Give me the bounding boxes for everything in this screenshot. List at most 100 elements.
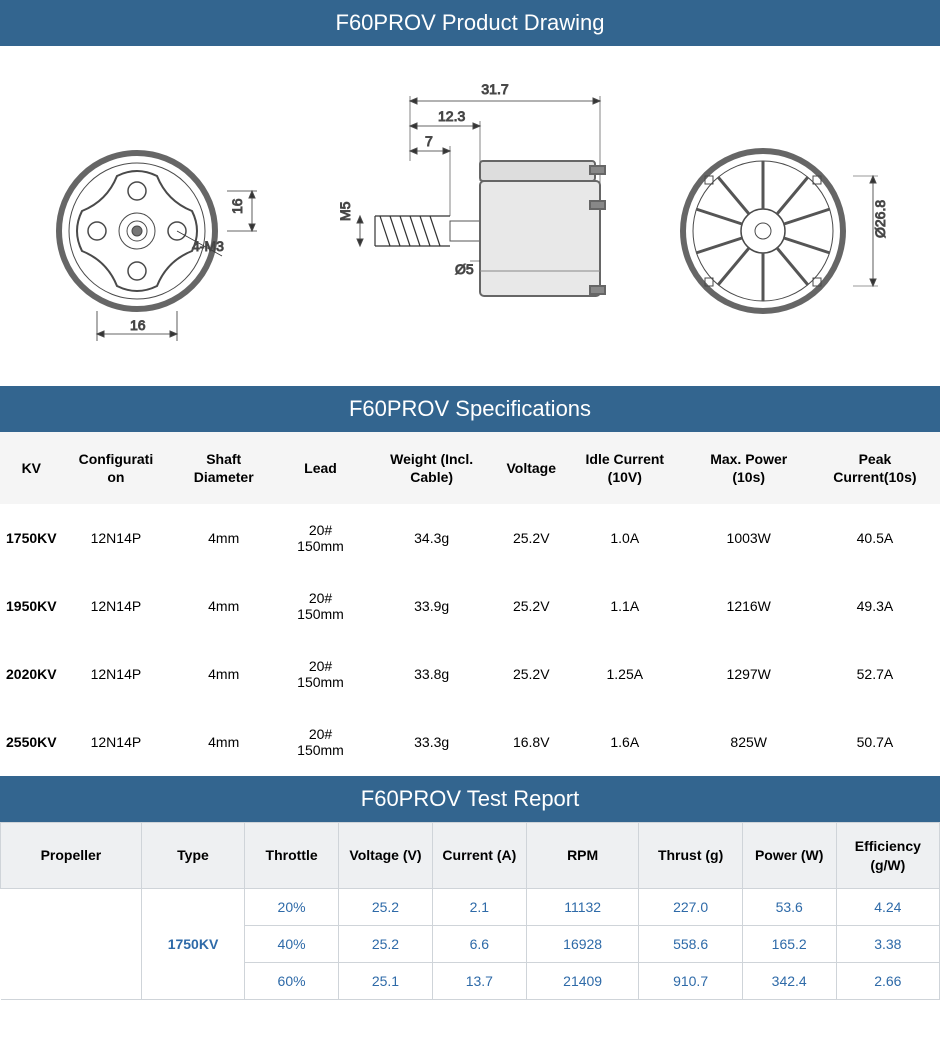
specs-cell: 12N14P — [63, 708, 170, 776]
specs-cell: 4mm — [169, 640, 278, 708]
dim-label: 12.3 — [438, 108, 465, 124]
specs-cell: 20# 150mm — [278, 640, 363, 708]
specs-col-lead: Lead — [278, 432, 363, 504]
dim-label: 16 — [229, 198, 245, 214]
specs-cell: 1003W — [688, 504, 810, 572]
test-cell: 910.7 — [639, 962, 742, 999]
test-cell: 20% — [245, 888, 339, 925]
specs-col-kv: KV — [0, 432, 63, 504]
specs-cell: 25.2V — [500, 504, 562, 572]
specs-cell: 49.3A — [810, 572, 940, 640]
test-section-header: F60PROV Test Report — [0, 776, 940, 822]
specs-cell: 16.8V — [500, 708, 562, 776]
specs-cell: 40.5A — [810, 504, 940, 572]
test-cell: 165.2 — [742, 925, 836, 962]
test-cell: 558.6 — [639, 925, 742, 962]
test-col-prop: Propeller — [1, 823, 142, 888]
specs-cell: 1.6A — [562, 708, 688, 776]
specs-cell: 12N14P — [63, 640, 170, 708]
specs-col-peak: Peak Current(10s) — [810, 432, 940, 504]
specs-cell: 33.3g — [363, 708, 501, 776]
specs-cell: 52.7A — [810, 640, 940, 708]
dim-label: M5 — [337, 201, 353, 221]
specs-cell: 25.2V — [500, 572, 562, 640]
test-cell: 25.2 — [339, 925, 433, 962]
test-col-rpm: RPM — [526, 823, 639, 888]
specs-row: 1750KV12N14P4mm20# 150mm34.3g25.2V1.0A10… — [0, 504, 940, 572]
specs-row: 2020KV12N14P4mm20# 150mm33.8g25.2V1.25A1… — [0, 640, 940, 708]
drawing-section-header: F60PROV Product Drawing — [0, 0, 940, 46]
specs-cell: 20# 150mm — [278, 708, 363, 776]
test-cell: 2.1 — [432, 888, 526, 925]
specs-cell: 25.2V — [500, 640, 562, 708]
specs-row: 2550KV12N14P4mm20# 150mm33.3g16.8V1.6A82… — [0, 708, 940, 776]
specs-cell: 4mm — [169, 504, 278, 572]
specs-cell: 825W — [688, 708, 810, 776]
specs-row: 1950KV12N14P4mm20# 150mm33.9g25.2V1.1A12… — [0, 572, 940, 640]
test-col-throttle: Throttle — [245, 823, 339, 888]
test-cell: 11132 — [526, 888, 639, 925]
specs-cell: 33.8g — [363, 640, 501, 708]
test-row: 1750KV20%25.22.111132227.053.64.24 — [1, 888, 940, 925]
drawing-side-view: 31.7 12.3 7 — [320, 66, 620, 346]
specs-cell: 1950KV — [0, 572, 63, 640]
test-type-cell: 1750KV — [141, 888, 244, 999]
test-cell: 2.66 — [836, 962, 939, 999]
drawing-left-view: 16 4-M3 16 — [27, 66, 287, 346]
specs-col-idle: Idle Current (10V) — [562, 432, 688, 504]
drawing-top-view: Ø26.8 — [653, 66, 913, 346]
test-cell: 16928 — [526, 925, 639, 962]
product-drawing-area: 16 4-M3 16 31.7 12.3 7 — [0, 46, 940, 386]
specs-cell: 33.9g — [363, 572, 501, 640]
specs-cell: 20# 150mm — [278, 504, 363, 572]
test-col-power: Power (W) — [742, 823, 836, 888]
specs-col-maxpower: Max. Power (10s) — [688, 432, 810, 504]
specs-cell: 1216W — [688, 572, 810, 640]
specs-col-voltage: Voltage — [500, 432, 562, 504]
specs-cell: 4mm — [169, 708, 278, 776]
test-col-type: Type — [141, 823, 244, 888]
test-cell: 60% — [245, 962, 339, 999]
specs-cell: 12N14P — [63, 572, 170, 640]
dim-label: 31.7 — [481, 81, 508, 97]
dim-label: 4-M3 — [192, 238, 224, 254]
dim-label: Ø26.8 — [872, 200, 888, 238]
test-cell: 4.24 — [836, 888, 939, 925]
test-cell: 25.1 — [339, 962, 433, 999]
test-cell: 227.0 — [639, 888, 742, 925]
specs-cell: 50.7A — [810, 708, 940, 776]
dim-label: 7 — [425, 133, 433, 149]
test-cell: 25.2 — [339, 888, 433, 925]
test-cell: 53.6 — [742, 888, 836, 925]
specs-cell: 1.0A — [562, 504, 688, 572]
dim-label: 16 — [130, 317, 146, 333]
specs-cell: 12N14P — [63, 504, 170, 572]
test-report-table: Propeller Type Throttle Voltage (V) Curr… — [0, 822, 940, 999]
specs-cell: 34.3g — [363, 504, 501, 572]
specs-cell: 4mm — [169, 572, 278, 640]
test-cell: 6.6 — [432, 925, 526, 962]
specs-col-config: Configurati on — [63, 432, 170, 504]
test-col-voltage: Voltage (V) — [339, 823, 433, 888]
specs-section-header: F60PROV Specifications — [0, 386, 940, 432]
specs-cell: 1.1A — [562, 572, 688, 640]
specs-cell: 1.25A — [562, 640, 688, 708]
specs-cell: 20# 150mm — [278, 572, 363, 640]
specifications-table: KV Configurati on Shaft Diameter Lead We… — [0, 432, 940, 776]
test-cell: 40% — [245, 925, 339, 962]
test-cell: 21409 — [526, 962, 639, 999]
test-col-current: Current (A) — [432, 823, 526, 888]
test-cell: 13.7 — [432, 962, 526, 999]
test-col-thrust: Thrust (g) — [639, 823, 742, 888]
specs-cell: 1750KV — [0, 504, 63, 572]
specs-col-shaft: Shaft Diameter — [169, 432, 278, 504]
specs-col-weight: Weight (Incl. Cable) — [363, 432, 501, 504]
dim-label: Ø5 — [455, 261, 474, 277]
specs-cell: 2020KV — [0, 640, 63, 708]
test-propeller-cell — [1, 888, 142, 999]
test-col-eff: Efficiency (g/W) — [836, 823, 939, 888]
test-cell: 342.4 — [742, 962, 836, 999]
test-cell: 3.38 — [836, 925, 939, 962]
specs-cell: 1297W — [688, 640, 810, 708]
specs-cell: 2550KV — [0, 708, 63, 776]
